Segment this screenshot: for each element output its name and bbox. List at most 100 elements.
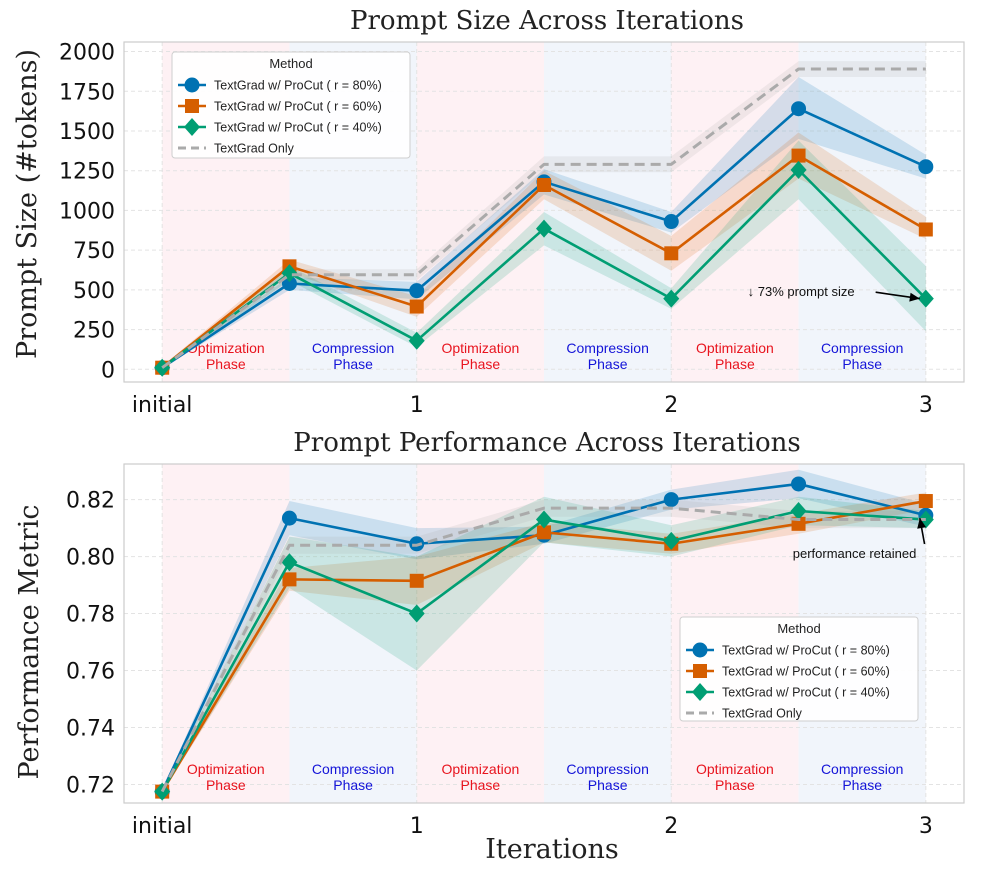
data-point: [791, 148, 806, 163]
y-tick-label: 2000: [59, 41, 115, 66]
y-axis-label: Prompt Size (#tokens): [12, 49, 43, 359]
data-point: [281, 510, 297, 526]
chart-title: Prompt Size Across Iterations: [350, 6, 744, 36]
legend-box: [679, 616, 919, 722]
data-point: [409, 573, 424, 588]
phase-label: Optimization: [187, 340, 265, 356]
data-point: [664, 246, 679, 261]
legend-title: Method: [777, 621, 820, 636]
legend-title: Method: [269, 56, 312, 71]
confidence-band: [162, 140, 926, 369]
legend-entry: TextGrad w/ ProCut ( r = 40%): [722, 686, 890, 700]
data-point: [663, 214, 679, 230]
phase-label: Optimization: [696, 761, 774, 777]
phase-band: [544, 42, 672, 382]
legend-marker: [692, 642, 708, 658]
x-tick-label: 1: [410, 393, 424, 418]
phase-label: Compression: [566, 340, 648, 356]
legend-entry: TextGrad Only: [214, 142, 295, 156]
data-point: [917, 289, 934, 308]
data-point: [408, 331, 425, 350]
x-tick-label: 1: [410, 814, 424, 839]
y-tick-label: 0.74: [66, 717, 115, 742]
y-tick-label: 0.72: [66, 773, 115, 798]
y-axis-label: Performance Metric: [14, 505, 45, 780]
data-point: [918, 494, 933, 509]
data-point: [537, 177, 551, 192]
data-point: [918, 222, 933, 237]
legend-marker: [185, 99, 199, 113]
legend: Method TextGrad w/ ProCut ( r = 80%) TextG…: [171, 51, 411, 159]
legend-marker: [692, 683, 708, 701]
phase-band: [416, 464, 544, 803]
legend-entry: TextGrad Only: [722, 707, 803, 721]
x-axis-label: Iterations: [485, 834, 618, 865]
legend-entry: TextGrad w/ ProCut ( r = 60%): [214, 100, 382, 114]
phase-label: Optimization: [696, 340, 774, 356]
phase-label: Optimization: [187, 761, 265, 777]
phase-label: Optimization: [441, 340, 519, 356]
x-tick-label: 3: [919, 814, 933, 839]
data-point: [537, 525, 551, 540]
phase-label: Compression: [312, 340, 394, 356]
legend-marker: [184, 118, 200, 136]
y-tick-label: 0: [101, 358, 115, 383]
y-tick-label: 0.78: [66, 603, 115, 628]
data-point: [791, 101, 807, 117]
legend-entry: TextGrad w/ ProCut ( r = 80%): [214, 79, 382, 93]
arrow-head: [909, 292, 920, 302]
confidence-band: [162, 492, 926, 794]
data-point: [790, 160, 807, 179]
data-point: [791, 476, 807, 492]
legend: Method TextGrad w/ ProCut ( r = 80%) TextG…: [679, 616, 919, 722]
plot-area: OptimizationPhaseCompressionPhaseOptimiz…: [59, 41, 965, 418]
annotation-text: ↓ 73% prompt size: [748, 284, 855, 299]
y-tick-label: 1750: [59, 80, 115, 105]
data-point: [663, 289, 680, 308]
data-point: [409, 299, 424, 314]
confidence-band: [162, 76, 926, 369]
legend-entry: TextGrad w/ ProCut ( r = 40%): [214, 121, 382, 135]
data-point: [408, 604, 425, 623]
phase-label: Phase: [206, 777, 246, 793]
annotation-text: performance retained: [793, 546, 917, 561]
phase-label: Phase: [206, 356, 246, 372]
x-tick-label: 2: [664, 814, 678, 839]
legend-box: [171, 51, 411, 159]
y-tick-label: 250: [73, 319, 115, 344]
phase-label: Phase: [333, 356, 373, 372]
y-tick-label: 750: [73, 239, 115, 264]
data-point: [918, 159, 934, 175]
data-point: [790, 502, 807, 521]
x-tick-label: 3: [919, 393, 933, 418]
phase-label: Phase: [461, 777, 501, 793]
y-tick-label: 1500: [59, 120, 115, 145]
phase-label: Phase: [715, 356, 755, 372]
phase-label: Compression: [821, 761, 903, 777]
data-point: [663, 492, 679, 508]
phase-band: [544, 464, 672, 803]
y-tick-label: 1250: [59, 160, 115, 185]
series-line: [161, 67, 926, 369]
x-tick-label: 2: [664, 393, 678, 418]
data-point: [663, 531, 680, 550]
x-tick-label: initial: [132, 393, 193, 418]
y-tick-label: 0.80: [66, 546, 115, 571]
prompt-performance-panel: OptimizationPhaseCompressionPhaseOptimiz…: [14, 428, 965, 865]
phase-label: Compression: [821, 340, 903, 356]
confidence-band: [162, 132, 926, 369]
y-tick-label: 0.82: [66, 489, 115, 514]
phase-label: Phase: [842, 777, 882, 793]
phase-band: [416, 42, 544, 382]
phase-band: [671, 42, 799, 382]
y-tick-label: 500: [73, 279, 115, 304]
series-line: [160, 506, 926, 793]
phase-band: [289, 464, 417, 803]
legend-marker: [184, 77, 200, 93]
chart-title: Prompt Performance Across Iterations: [293, 428, 800, 458]
plot-area: OptimizationPhaseCompressionPhaseOptimiz…: [66, 463, 965, 839]
data-point: [536, 510, 552, 529]
phase-band: [798, 42, 926, 382]
legend-marker: [693, 664, 707, 678]
